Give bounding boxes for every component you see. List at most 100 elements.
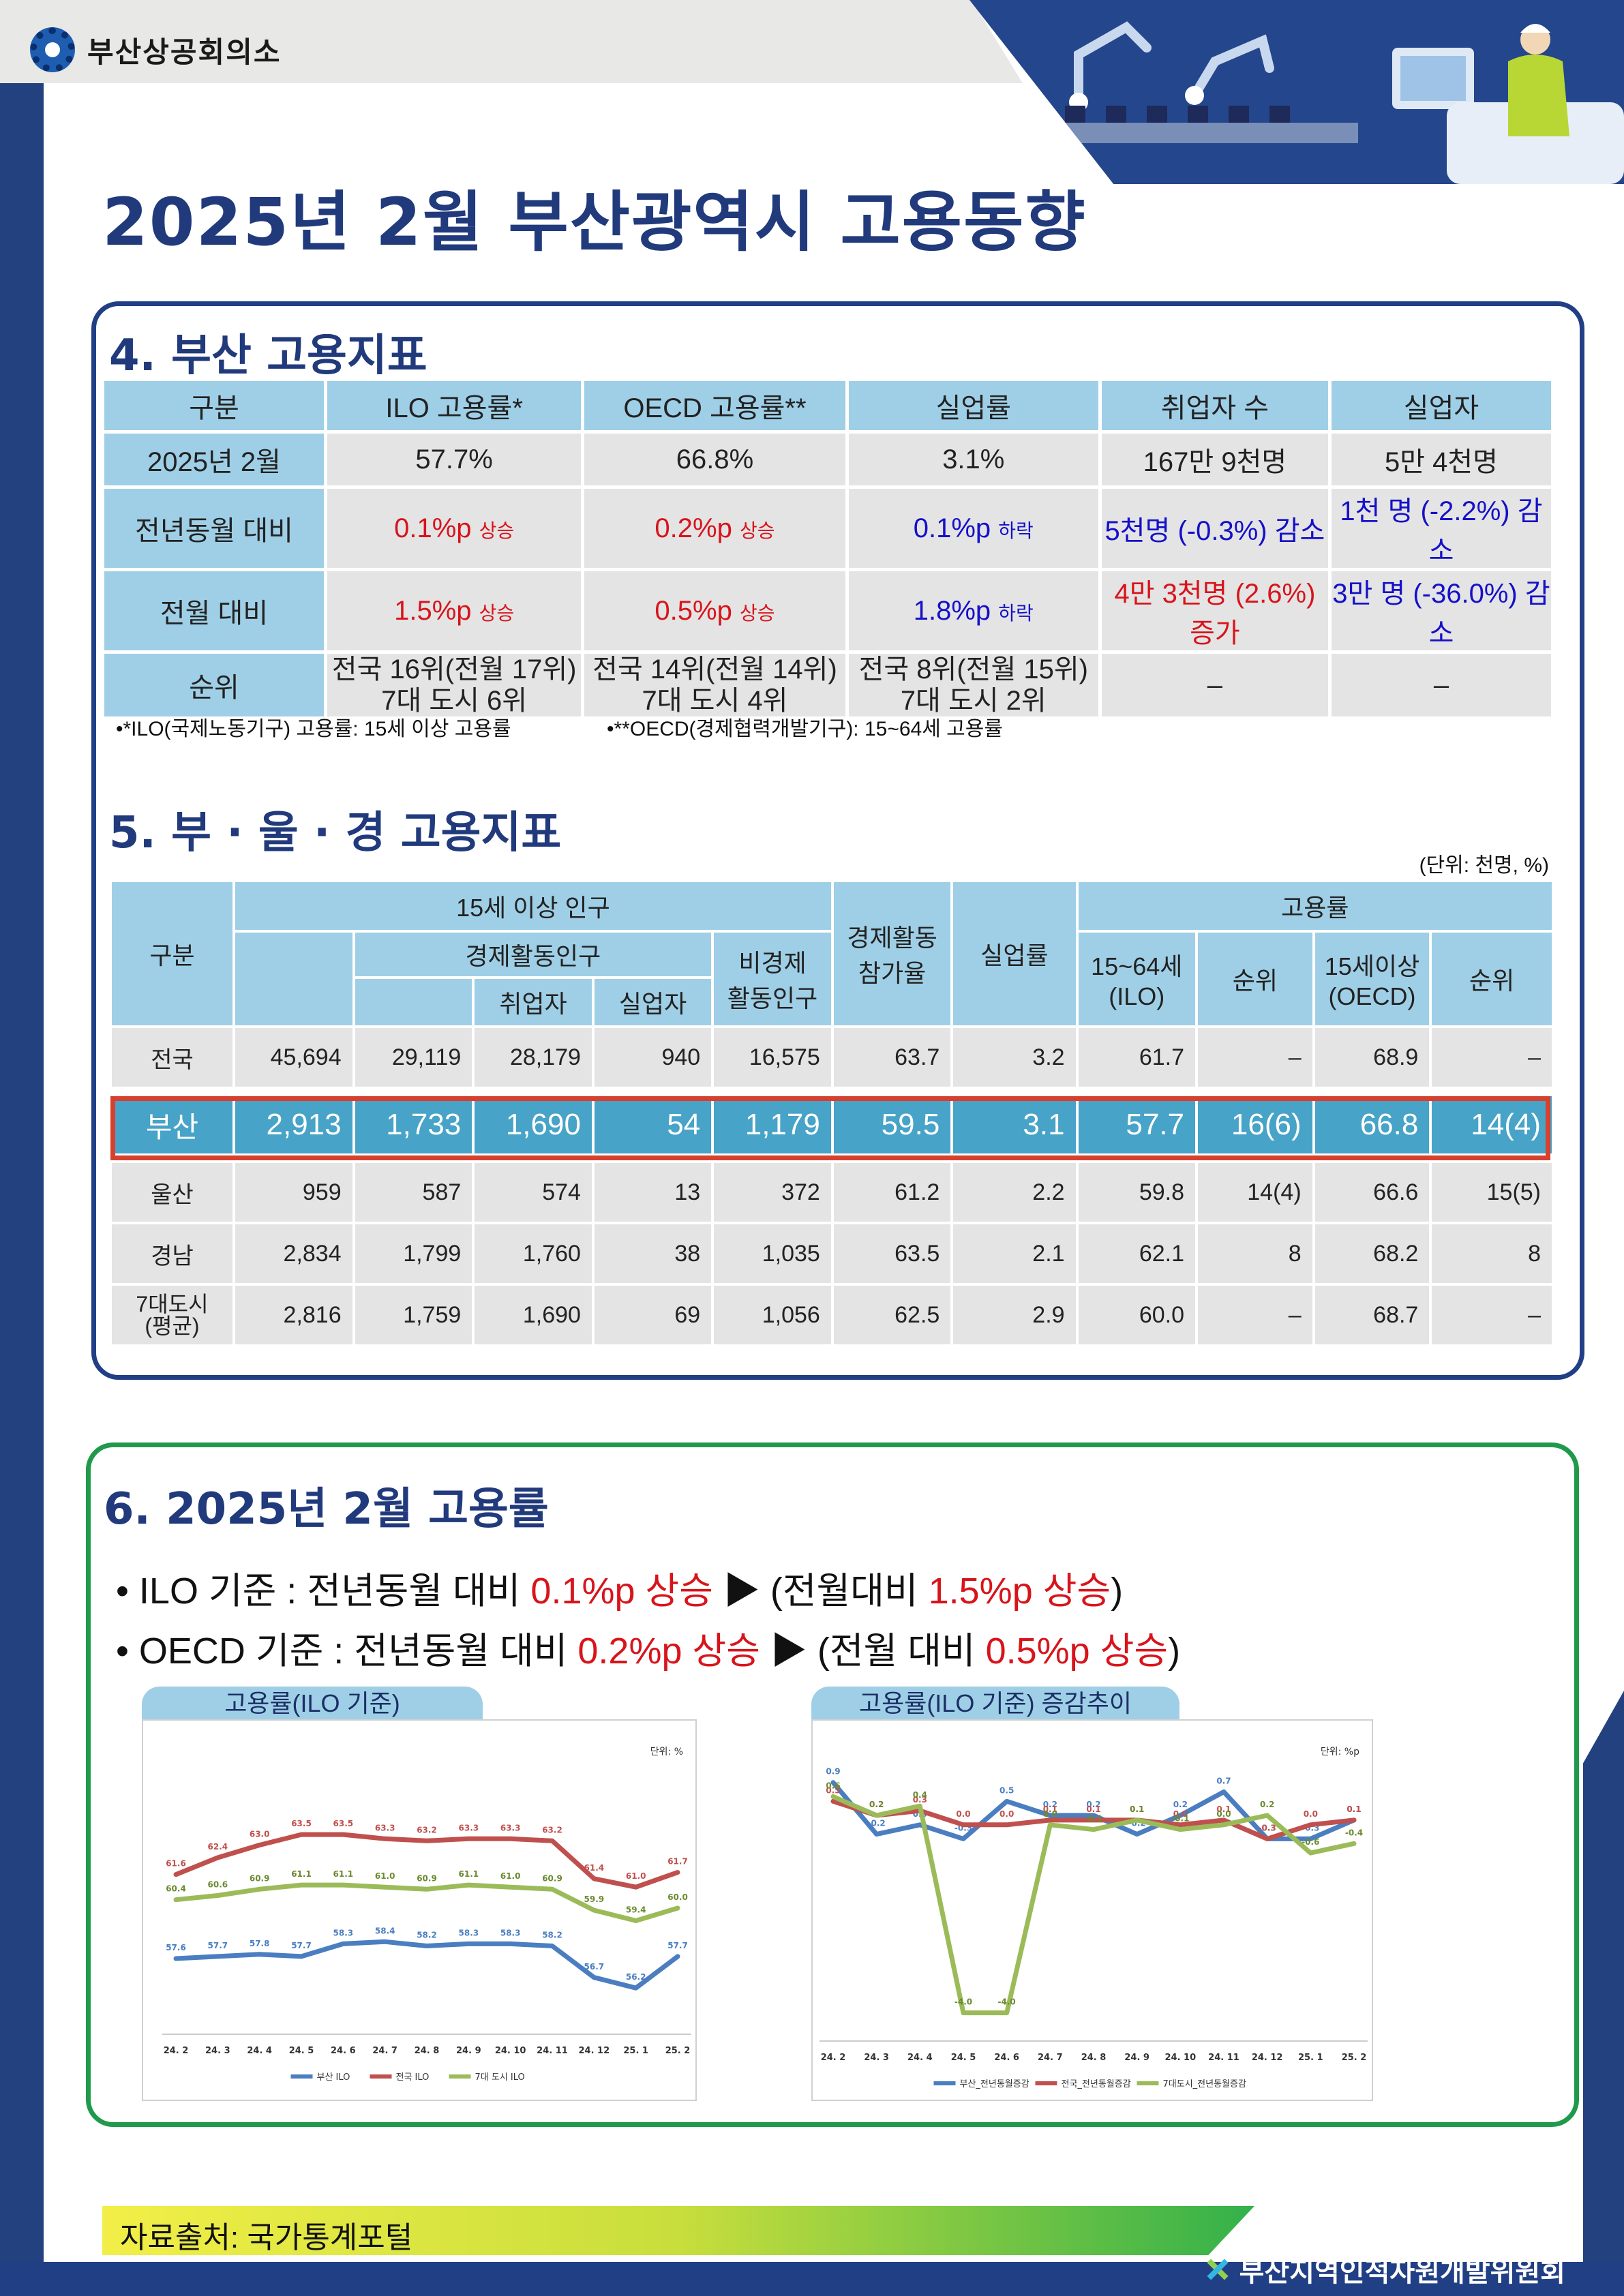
table-cell: 587 [355,1163,472,1222]
data-label: 57.8 [250,1939,270,1948]
header-bar [0,0,1023,83]
data-point [592,1975,597,1980]
col-header: 15세이상 (OECD) [1314,933,1430,1025]
data-point [1048,1822,1053,1827]
data-point [1134,1817,1139,1822]
data-point [961,1837,965,1841]
x-tick-label: 24. 9 [1124,2053,1149,2063]
table-cell: 1,733 [355,1096,472,1153]
table-cell: 8 [1432,1224,1552,1283]
chart1-tab: 고용률(ILO 기준) [142,1687,483,1719]
x-tick-label: 24. 7 [1038,2053,1063,2063]
data-label: 61.6 [166,1859,186,1869]
gap-cell [112,1089,1552,1093]
x-tick-label: 24. 11 [1208,2053,1239,2063]
table-cell: 959 [235,1163,352,1222]
data-point [1178,1822,1183,1827]
region-name: 부산 [112,1096,232,1153]
data-label: 0.2 [1173,1800,1188,1809]
data-label: 61.1 [333,1869,354,1879]
data-point [425,1839,429,1843]
data-label: 61.0 [626,1871,646,1881]
col-header-blank [355,979,472,1025]
col-header: 15~64세 (ILO) [1078,933,1196,1025]
data-point [382,1939,387,1944]
table-row: 순위 전국 16위(전월 17위) 7대 도시 6위 전국 14위(전월 14위)… [104,654,1551,716]
data-point [299,1832,303,1837]
data-label: 0.7 [1216,1776,1231,1785]
data-point [1308,1851,1313,1856]
table-cell: 2,913 [235,1096,352,1153]
data-point [1178,1813,1183,1817]
employment-change-chart: 단위: %p 24. 2 24. 3 24. 4 24. 5 24. 6 24. 7 24. … [819,1747,1368,2089]
row-label: 2025년 2월 [104,434,324,485]
table-cell: 61.2 [833,1163,951,1222]
data-label: 0.0 [1173,1809,1188,1819]
x-tick-label: 24. 4 [247,2046,272,2056]
table-row: 전국 45,694 29,119 28,179 940 16,575 63.7 … [112,1028,1552,1087]
data-point [508,1837,513,1841]
data-label: 0.1 [1216,1804,1231,1814]
table-cell: 66.6 [1314,1163,1430,1222]
page-title: 2025년 2월 부산광역시 고용동향 [102,184,1087,260]
org-name: 부산상공회의소 [87,35,282,69]
table-cell: 63.7 [833,1028,951,1087]
data-point [341,1942,346,1946]
data-label: 57.7 [208,1941,228,1950]
bullet-oecd: • OECD 기준 : 전년동월 대비 0.2%p 상승 ▶ (전월 대비 0.… [116,1621,1180,1681]
x-tick-label: 24. 12 [579,2046,610,2056]
x-tick-label: 24. 11 [537,2046,568,2056]
data-label: -0.6 [1302,1837,1319,1847]
org-logo-icon [1205,2257,1230,2282]
cell-number: 0.5%p [655,595,732,626]
chamber-logo: 부산상공회의소 [30,27,281,72]
cell-direction: 하락 [998,602,1034,624]
table-row: 경남 2,834 1,799 1,760 38 1,035 63.5 2.1 6… [112,1224,1552,1283]
data-label: 61.4 [584,1863,605,1873]
table-cell: 940 [594,1028,712,1087]
x-tick-label: 25. 2 [665,2046,691,2056]
table-cell: 0.5%p 상승 [584,571,845,650]
data-point [1222,1822,1226,1827]
data-label: 60.9 [417,1873,437,1883]
table-cell: 2.1 [953,1224,1076,1283]
data-point [215,1954,220,1959]
col-header: 취업자 [475,979,592,1025]
data-label: 60.9 [250,1873,270,1883]
col-header: 실업률 [848,381,1098,430]
data-point [550,1944,554,1948]
data-label: 63.3 [375,1823,395,1832]
summary-bullets: • ILO 기준 : 전년동월 대비 0.1%p 상승 ▶ (전월대비 1.5%… [116,1561,1180,1681]
header-line: 비경제 [738,949,807,977]
col-header: 구분 [112,882,232,1025]
data-point [676,1870,680,1875]
data-label: -0.1 [1171,1814,1189,1824]
table-cell: 3만 명 (-36.0%) 감소 [1331,571,1551,650]
col-header: 실업률 [953,882,1076,1025]
data-label: -4.0 [998,1997,1016,2007]
col-header: 경제활동 참가율 [833,882,951,1025]
data-label: 57.7 [291,1941,312,1950]
employment-rate-chart: 단위: % 24. 2 24. 3 24. 4 24. 5 24. 6 24. 7 24. 8… [162,1747,691,2083]
chart-unit-label: 단위: % [650,1747,683,1757]
data-label: 0.5 [826,1785,840,1795]
cell-number: 0.1%p [394,513,472,543]
data-label: 0.1 [1086,1804,1100,1814]
data-label: 56.7 [584,1962,605,1972]
rank-line: 7대 도시 4위 [642,686,788,716]
table-cell: – [1198,1286,1312,1344]
data-point [1092,1817,1096,1822]
table-cell: 372 [714,1163,831,1222]
data-point [1308,1837,1313,1841]
footer-org: 부산지역인적자원개발위원회 [1205,2250,1565,2289]
table-cell: 57.7 [1078,1096,1196,1153]
header-line: 활동인구 [727,984,818,1012]
table-cell: 1,056 [714,1286,831,1344]
table-cell: 전국 16위(전월 17위) 7대 도시 6위 [327,654,582,716]
table-cell: 54 [594,1096,712,1153]
rank-line: 전국 8위(전월 15위) [858,654,1088,684]
data-point [174,1897,178,1902]
data-label: 63.5 [291,1819,312,1828]
bullet-text: ▶ (전월대비 [712,1571,929,1612]
region-name: 전국 [112,1028,232,1087]
